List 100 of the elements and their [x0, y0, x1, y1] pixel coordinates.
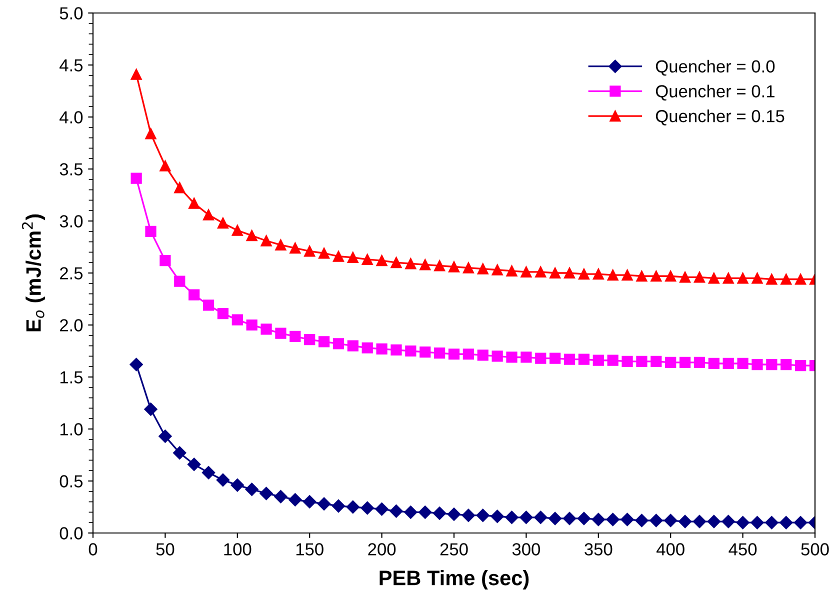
point — [318, 248, 330, 259]
point — [347, 252, 358, 263]
point — [766, 274, 778, 285]
point — [332, 499, 346, 513]
point — [622, 356, 633, 367]
point — [665, 270, 676, 282]
point — [462, 348, 474, 360]
point — [490, 510, 504, 523]
point — [505, 510, 518, 524]
y-tick-label: 4.5 — [60, 59, 83, 72]
point — [376, 254, 388, 266]
point — [230, 478, 244, 492]
point — [217, 218, 229, 229]
point — [592, 268, 604, 280]
point — [694, 272, 706, 283]
point — [434, 348, 446, 359]
x-tick-label: 400 — [656, 543, 684, 556]
point — [145, 128, 156, 140]
y-tick-label: 0.5 — [60, 475, 83, 488]
point — [592, 512, 605, 526]
point — [592, 354, 604, 366]
point — [130, 172, 142, 184]
point — [390, 504, 403, 518]
y-tick-label: 1.0 — [60, 423, 83, 436]
point — [752, 358, 763, 370]
y-tick-label: 4.0 — [60, 111, 83, 124]
point — [447, 508, 461, 521]
point — [795, 274, 806, 285]
point — [737, 272, 748, 284]
point — [506, 265, 518, 276]
point — [246, 230, 258, 242]
point — [275, 328, 286, 339]
legend-label: Quencher = 0.1 — [656, 84, 774, 101]
point — [722, 272, 734, 284]
x-tick-label: 500 — [801, 543, 829, 556]
point — [217, 308, 229, 320]
point — [216, 473, 230, 487]
y-tick-label: 5.0 — [60, 7, 83, 20]
point — [477, 263, 488, 274]
point — [736, 516, 750, 530]
point — [274, 490, 288, 504]
point — [290, 330, 301, 342]
point — [765, 516, 778, 530]
point — [550, 267, 561, 279]
point — [520, 352, 532, 363]
point — [708, 358, 720, 370]
x-tick-label: 350 — [584, 543, 612, 556]
point — [780, 516, 793, 530]
point — [418, 506, 432, 519]
point — [376, 343, 388, 354]
point — [679, 272, 691, 283]
point — [144, 402, 158, 416]
x-axis-title: PEB Time (sec) — [380, 570, 529, 590]
point — [130, 358, 143, 372]
point — [694, 356, 706, 368]
point — [692, 514, 706, 528]
point — [606, 512, 620, 526]
x-tick-label: 50 — [156, 543, 174, 556]
point — [635, 514, 648, 528]
x-tick-label: 200 — [368, 543, 396, 556]
point — [578, 268, 590, 280]
y-tick-label: 2.0 — [60, 319, 83, 332]
point — [750, 516, 764, 530]
point — [564, 267, 576, 279]
point — [390, 344, 402, 356]
point — [650, 270, 662, 282]
point — [246, 319, 258, 331]
point — [607, 354, 618, 366]
point — [678, 514, 692, 528]
point — [404, 506, 418, 519]
point — [707, 514, 721, 528]
point — [362, 254, 373, 266]
point — [434, 260, 446, 272]
point — [548, 512, 562, 526]
point — [432, 506, 446, 520]
point — [664, 514, 678, 528]
point — [405, 345, 416, 357]
point — [332, 250, 344, 262]
point — [188, 198, 200, 209]
x-tick-label: 100 — [224, 543, 252, 556]
point — [232, 224, 243, 236]
point — [260, 235, 272, 246]
point — [650, 514, 663, 528]
point — [794, 516, 808, 530]
point — [448, 261, 460, 272]
point — [492, 264, 503, 276]
point — [202, 300, 214, 311]
point — [795, 360, 806, 372]
point — [620, 512, 634, 526]
point — [780, 274, 792, 285]
point — [752, 272, 763, 284]
point — [578, 354, 590, 365]
point — [520, 266, 532, 278]
point — [202, 209, 214, 220]
point — [564, 354, 576, 365]
point — [506, 352, 518, 363]
point — [160, 254, 171, 266]
x-tick-label: 150 — [296, 543, 324, 556]
point — [375, 502, 388, 516]
point — [462, 508, 476, 522]
